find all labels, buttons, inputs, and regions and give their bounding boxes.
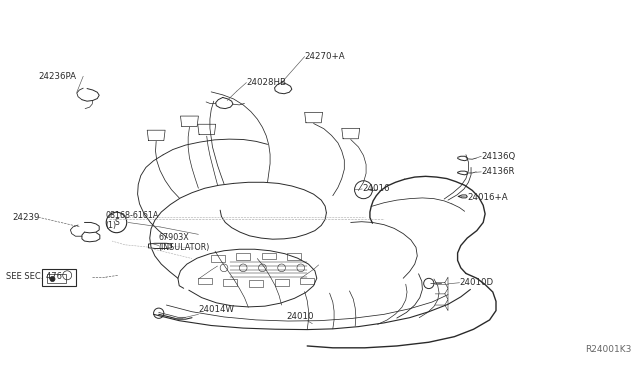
Text: S: S [114,218,119,227]
Bar [236,253,250,260]
Text: 24270+A: 24270+A [305,52,345,61]
Bar [211,255,225,262]
Text: 24136R: 24136R [481,167,515,176]
Bar [42,269,76,286]
Text: 24028HB: 24028HB [246,78,287,87]
Bar [262,253,276,259]
Text: R24001K3: R24001K3 [586,345,632,354]
Text: 24239: 24239 [13,213,40,222]
Text: 24010: 24010 [287,312,314,321]
Text: 24016: 24016 [362,185,390,193]
Bar [300,278,314,284]
Text: 24016+A: 24016+A [467,193,508,202]
Bar [198,278,212,284]
Bar [249,280,263,287]
Bar [287,253,301,260]
Text: 67903X
(INSULATOR): 67903X (INSULATOR) [159,233,210,252]
Text: SEE SEC. 476: SEE SEC. 476 [6,272,63,280]
Text: 24136Q: 24136Q [481,152,516,161]
Circle shape [50,276,55,282]
Text: 24236PA: 24236PA [38,72,76,81]
Text: 24014W: 24014W [198,305,234,314]
Bar [223,279,237,286]
Text: 24010D: 24010D [460,278,493,287]
Bar [47,273,66,283]
Text: 08168-6161A
(1): 08168-6161A (1) [106,211,159,230]
Bar [275,279,289,286]
